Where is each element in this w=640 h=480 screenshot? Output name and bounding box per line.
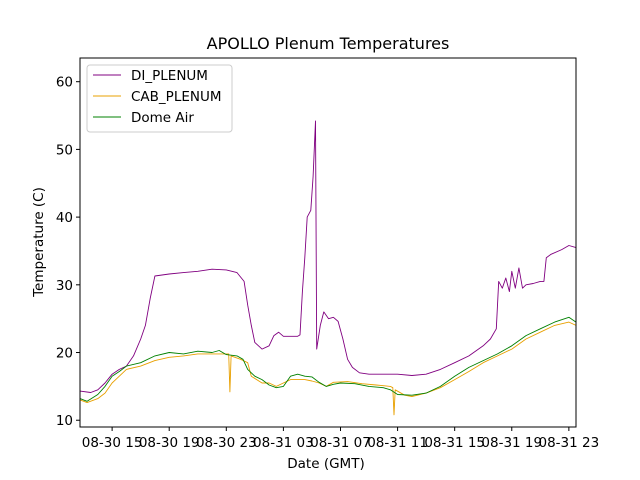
- y-tick-label: 40: [56, 210, 73, 226]
- y-axis: 10 20 30 40 50 60: [56, 75, 80, 429]
- y-axis-label: Temperature (C): [31, 187, 47, 298]
- x-tick-label: 08-31 23: [539, 435, 600, 451]
- legend-box: [86, 64, 233, 133]
- y-tick-label: 30: [56, 278, 73, 294]
- series-line-dome-air: [79, 316, 577, 402]
- series-line-cab-plenum: [79, 321, 577, 416]
- x-axis-label: Date (GMT): [287, 456, 364, 472]
- y-tick-label: 10: [56, 413, 73, 429]
- x-tick-label: 08-30 15: [82, 435, 143, 451]
- y-tick-label: 20: [56, 346, 73, 362]
- legend: DI_PLENUM CAB_PLENUM Dome Air: [86, 64, 233, 133]
- x-tick-label: 08-31 19: [481, 435, 542, 451]
- x-tick-label: 08-31 11: [367, 435, 428, 451]
- x-tick-label: 08-30 19: [139, 435, 200, 451]
- x-tick-label: 08-31 15: [424, 435, 485, 451]
- x-tick-label: 08-31 07: [310, 435, 371, 451]
- y-tick-label: 50: [56, 142, 73, 158]
- series-layer: [79, 120, 577, 416]
- series-line-di-plenum: [79, 120, 577, 393]
- x-tick-label: 08-31 03: [253, 435, 314, 451]
- chart-title: APOLLO Plenum Temperatures: [207, 34, 450, 53]
- x-tick-label: 08-30 23: [196, 435, 257, 451]
- y-tick-label: 60: [56, 75, 73, 91]
- legend-label: Dome Air: [131, 110, 194, 126]
- legend-label: CAB_PLENUM: [131, 89, 222, 105]
- plot-frame: [79, 57, 577, 428]
- legend-label: DI_PLENUM: [131, 68, 208, 84]
